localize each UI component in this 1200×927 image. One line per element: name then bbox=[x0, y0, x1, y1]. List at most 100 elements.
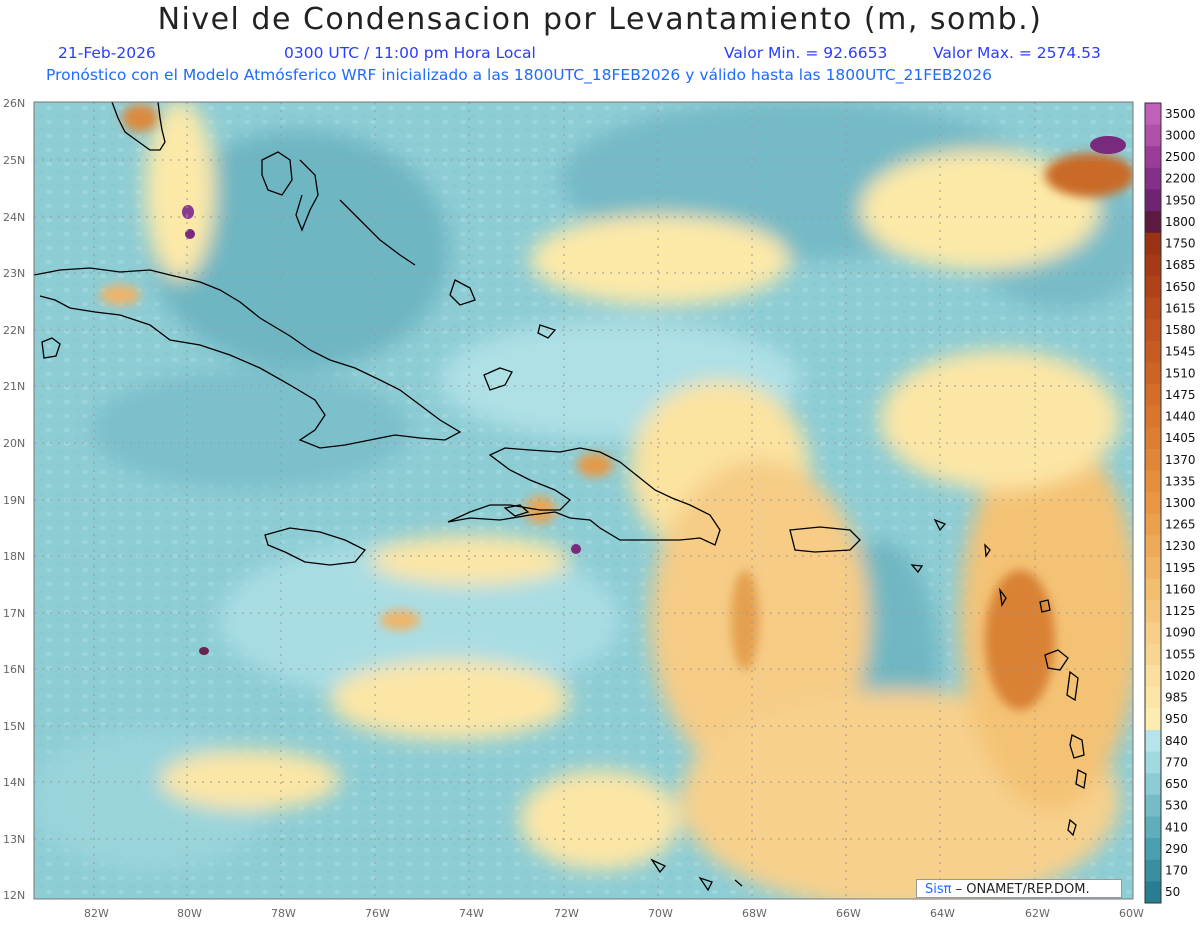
bahamas-small-1 bbox=[483, 367, 513, 391]
colorbar-swatch bbox=[1145, 600, 1161, 623]
colorbar-swatch bbox=[1145, 275, 1161, 299]
colorbar-swatch bbox=[1145, 881, 1161, 904]
colorbar-label: 1230 bbox=[1165, 539, 1196, 553]
colorbar-swatch bbox=[1145, 838, 1161, 861]
colorbar-swatch bbox=[1145, 384, 1161, 407]
puerto-rico-outline bbox=[789, 526, 861, 553]
colorbar-swatch bbox=[1145, 492, 1161, 515]
colorbar-label: 1195 bbox=[1165, 561, 1196, 575]
lesser-antilles-martinique bbox=[1069, 734, 1085, 759]
colorbar-swatch bbox=[1145, 730, 1161, 753]
colorbar-label: 1580 bbox=[1165, 323, 1196, 337]
value-max: Valor Max. = 2574.53 bbox=[933, 44, 1101, 62]
lon-label: 82W bbox=[84, 907, 109, 920]
colorbar-label: 1800 bbox=[1165, 215, 1196, 229]
colorbar-swatch bbox=[1145, 859, 1161, 882]
colorbar-swatch bbox=[1145, 211, 1161, 234]
colorbar-swatch bbox=[1145, 362, 1161, 385]
colorbar-label: 2500 bbox=[1165, 150, 1196, 164]
shaded-field bbox=[34, 102, 1133, 899]
lesser-antilles-guadeloupe bbox=[1044, 649, 1069, 671]
colorbar-label: 1370 bbox=[1165, 453, 1196, 467]
lat-label: 22N bbox=[3, 324, 25, 337]
gonave-outline bbox=[503, 504, 530, 517]
colorbar-label: 1750 bbox=[1165, 237, 1196, 251]
colorbar-swatch bbox=[1145, 621, 1161, 645]
colorbar-swatch bbox=[1145, 448, 1161, 472]
florida-outline bbox=[111, 102, 166, 151]
colorbar-label: 1685 bbox=[1165, 258, 1196, 272]
colorbar-label: 2200 bbox=[1165, 172, 1196, 186]
bahamas-exuma bbox=[339, 199, 416, 266]
colorbar-swatch bbox=[1145, 103, 1161, 126]
colorbar-swatch bbox=[1145, 405, 1161, 428]
lat-label: 12N bbox=[3, 889, 25, 902]
colorbar-swatch bbox=[1145, 578, 1161, 601]
colorbar-label: 1475 bbox=[1165, 388, 1196, 402]
turks-caicos bbox=[537, 324, 557, 339]
value-min: Valor Min. = 92.6653 bbox=[724, 44, 888, 62]
colorbar-swatch bbox=[1145, 816, 1161, 839]
colorbar-label: 1020 bbox=[1165, 669, 1196, 683]
lon-label: 60W bbox=[1119, 907, 1144, 920]
lat-label: 21N bbox=[3, 380, 25, 393]
colorbar-label: 530 bbox=[1165, 799, 1188, 813]
colorbar-label: 840 bbox=[1165, 734, 1188, 748]
lat-label: 16N bbox=[3, 663, 25, 676]
colorbar-label: 1335 bbox=[1165, 474, 1196, 488]
lon-label: 72W bbox=[554, 907, 579, 920]
map-frame bbox=[33, 101, 1134, 900]
latitude-axis: 26N 25N 24N 23N 22N 21N 20N 19N 18N 17N … bbox=[3, 97, 25, 902]
colorbar-swatch bbox=[1145, 146, 1161, 169]
credit-box: Sisπ – ONAMET/REP.DOM. bbox=[916, 879, 1122, 898]
lat-label: 17N bbox=[3, 607, 25, 620]
lesser-antilles-small bbox=[910, 518, 1051, 613]
lon-label: 76W bbox=[365, 907, 390, 920]
lat-label: 13N bbox=[3, 833, 25, 846]
graticule bbox=[34, 102, 1133, 899]
colorbar-swatch bbox=[1145, 340, 1161, 363]
colorbar-swatch bbox=[1145, 513, 1161, 536]
lon-label: 68W bbox=[742, 907, 767, 920]
colorbar-label: 3000 bbox=[1165, 128, 1196, 142]
lon-label: 74W bbox=[459, 907, 484, 920]
colorbar-label: 170 bbox=[1165, 864, 1188, 878]
lon-label: 66W bbox=[836, 907, 861, 920]
colorbar-swatch bbox=[1145, 319, 1161, 342]
lon-label: 62W bbox=[1025, 907, 1050, 920]
colorbar-swatch bbox=[1145, 189, 1161, 212]
jamaica-outline bbox=[264, 527, 367, 566]
lat-label: 14N bbox=[3, 776, 25, 789]
colorbar-label: 1300 bbox=[1165, 496, 1196, 510]
colorbar-legend: 3500 3000 2500 2200 1950 1800 1750 1685 1650 1615… bbox=[1144, 102, 1196, 904]
lon-label: 80W bbox=[177, 907, 202, 920]
colorbar-label: 1405 bbox=[1165, 431, 1196, 445]
colorbar-label: 1510 bbox=[1165, 366, 1196, 380]
colorbar-swatch bbox=[1145, 794, 1161, 818]
forecast-time: 0300 UTC / 11:00 pm Hora Local bbox=[284, 44, 536, 62]
lat-label: 24N bbox=[3, 211, 25, 224]
bahamas-eleuthera bbox=[295, 159, 319, 232]
colorbar-label: 3500 bbox=[1165, 107, 1196, 121]
forecast-date: 21-Feb-2026 bbox=[58, 44, 156, 62]
colorbar-swatch bbox=[1145, 535, 1161, 558]
colorbar-label: 410 bbox=[1165, 820, 1188, 834]
lat-label: 26N bbox=[3, 97, 25, 110]
lat-label: 15N bbox=[3, 720, 25, 733]
colorbar-label: 1055 bbox=[1165, 647, 1196, 661]
colorbar-swatch bbox=[1145, 254, 1161, 277]
cuba-outline bbox=[34, 267, 462, 449]
lesser-antilles-st-vincent bbox=[1067, 818, 1077, 837]
coastlines bbox=[34, 102, 1087, 892]
colorbar-label: 1650 bbox=[1165, 280, 1196, 294]
isla-juventud-outline bbox=[41, 337, 61, 359]
longitude-axis: 82W 80W 78W 76W 74W 72W 70W 68W 66W 64W … bbox=[84, 907, 1144, 920]
max-value-spot bbox=[1090, 136, 1126, 154]
lat-label: 19N bbox=[3, 494, 25, 507]
lesser-antilles-st-lucia bbox=[1075, 769, 1087, 789]
lat-label: 23N bbox=[3, 267, 25, 280]
colorbar-frame bbox=[1144, 102, 1162, 904]
colorbar-swatch bbox=[1145, 665, 1161, 688]
model-info: Pronóstico con el Modelo Atmósferico WRF… bbox=[46, 66, 992, 84]
colorbar-swatch bbox=[1145, 297, 1161, 320]
